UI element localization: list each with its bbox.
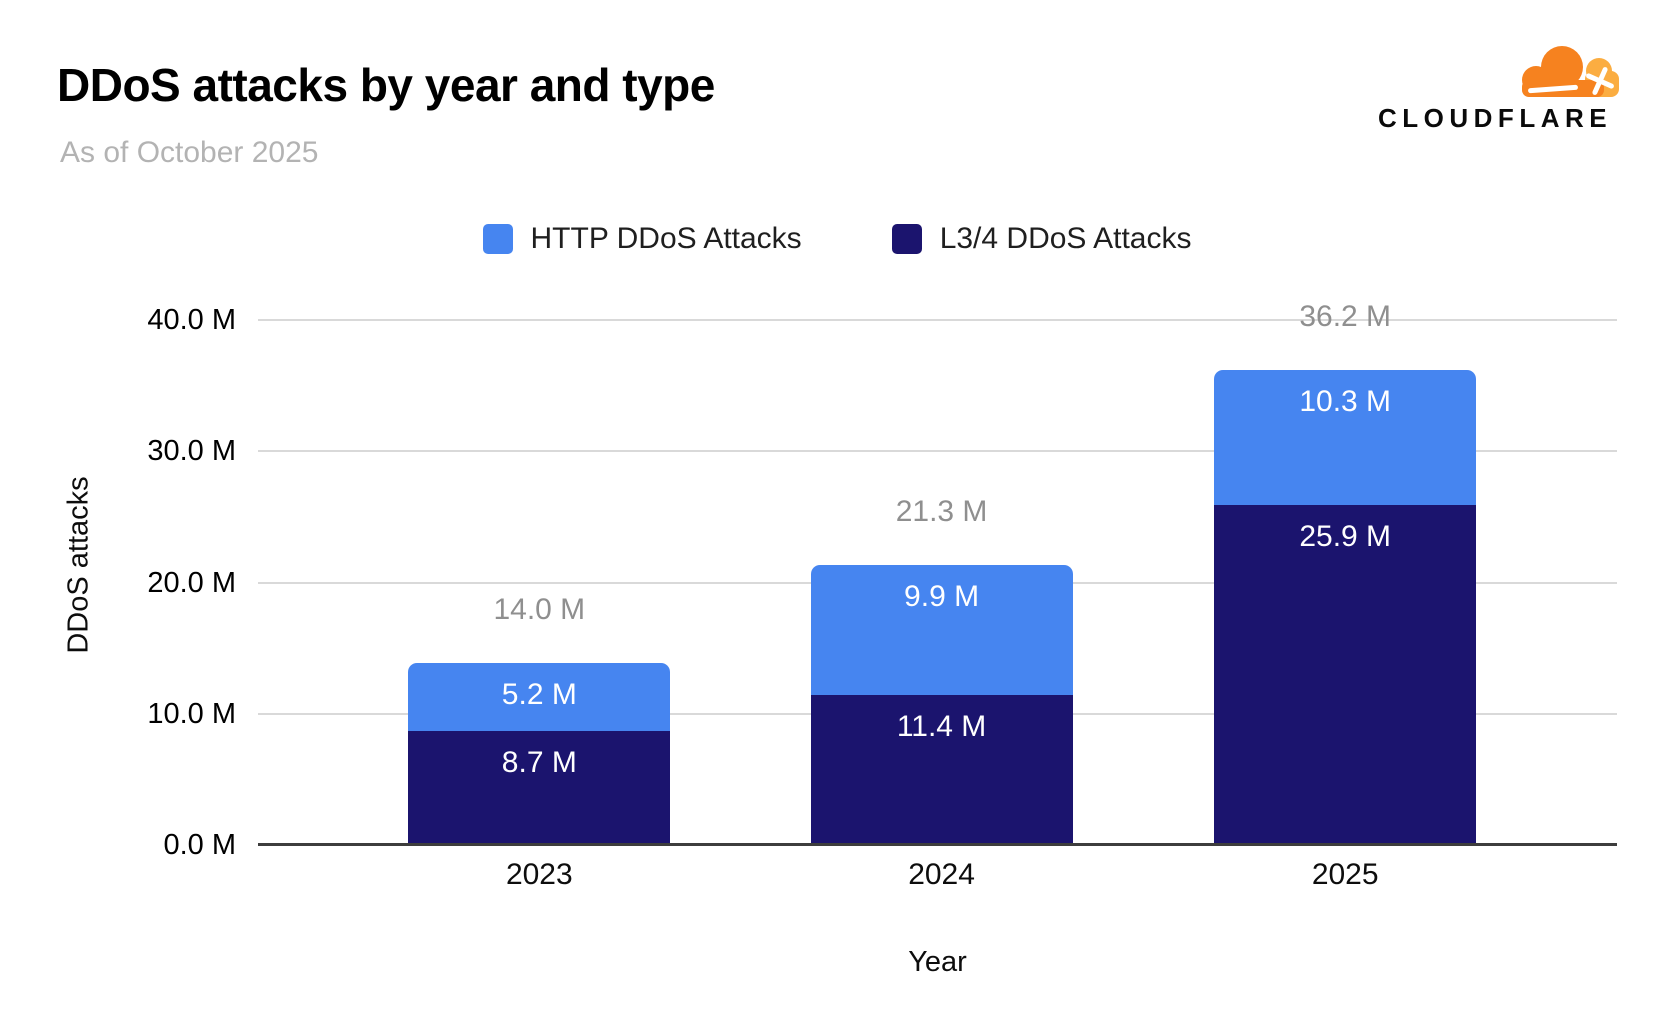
legend-label: L3/4 DDoS Attacks — [939, 222, 1192, 255]
chart-subtitle: As of October 2025 — [60, 136, 319, 169]
chart-title: DDoS attacks by year and type — [57, 59, 715, 111]
legend-swatch-icon — [891, 224, 922, 254]
gridline-40.0M — [258, 319, 1617, 321]
y-tick-10.0M: 10.0 M — [147, 697, 236, 730]
chart-legend: HTTP DDoS Attacks L3/4 DDoS Attacks — [0, 222, 1674, 256]
legend-label: HTTP DDoS Attacks — [530, 222, 802, 255]
segment-value-label-2023-l34: 8.7 M — [501, 745, 577, 779]
legend-swatch-icon — [482, 224, 513, 254]
segment-value-label-2025-http: 10.3 M — [1299, 384, 1392, 418]
bar-segment-2025-l34: 25.9 M — [1214, 505, 1477, 845]
cloudflare-logo: CLOUDFLARE — [1378, 44, 1620, 134]
bar-segment-2024-l34: 11.4 M — [810, 695, 1073, 845]
total-label-2024: 21.3 M — [895, 495, 988, 529]
legend-item-http: HTTP DDoS Attacks — [482, 222, 802, 256]
bar-segment-2025-http: 10.3 M — [1214, 369, 1477, 506]
plot-area: 0.0 M 10.0 M 20.0 M 30.0 M 40.0 M 8.7 M 5.2 M 1… — [147, 300, 1617, 861]
legend-item-l34: L3/4 DDoS Attacks — [891, 222, 1192, 256]
segment-value-label-2025-l34: 25.9 M — [1299, 520, 1392, 554]
y-tick-40.0M: 40.0 M — [147, 304, 236, 336]
cloudflare-cloud-icon — [1522, 46, 1619, 97]
cloudflare-logo-text: CLOUDFLARE — [1378, 103, 1613, 133]
segment-value-label-2024-l34: 11.4 M — [896, 710, 987, 744]
segment-value-label-2024-http: 9.9 M — [904, 580, 980, 614]
gridline-30.0M — [258, 450, 1617, 453]
x-tick-2024: 2024 — [908, 858, 975, 891]
total-label-2025: 36.2 M — [1299, 299, 1392, 333]
x-axis-title: Year — [908, 946, 967, 978]
y-tick-0.0M: 0.0 M — [163, 829, 236, 861]
total-label-2023: 14.0 M — [493, 592, 586, 626]
x-tick-2025: 2025 — [1311, 858, 1379, 891]
segment-value-label-2023-http: 5.2 M — [501, 677, 577, 711]
x-tick-2023: 2023 — [505, 858, 573, 891]
bar-segment-2023-l34: 8.7 M — [408, 730, 671, 845]
x-axis-line — [258, 843, 1617, 846]
y-tick-20.0M: 20.0 M — [147, 566, 236, 599]
bar-segment-2023-http: 5.2 M — [408, 662, 671, 731]
y-tick-30.0M: 30.0 M — [147, 435, 236, 468]
bar-segment-2024-http: 9.9 M — [810, 565, 1073, 696]
